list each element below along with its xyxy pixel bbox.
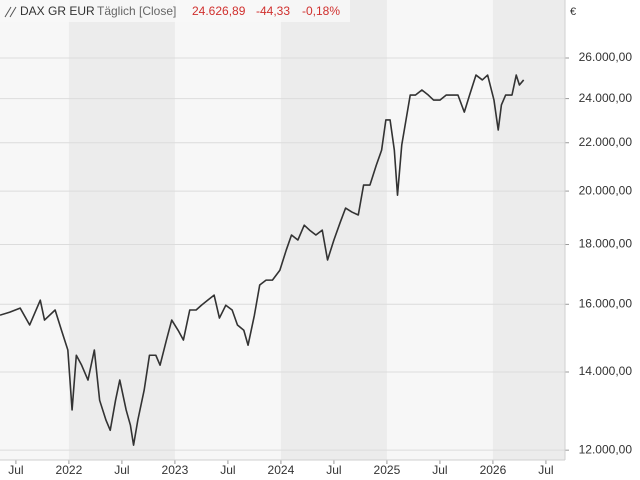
- year-band: [280, 0, 387, 460]
- x-tick-label: Jul: [326, 463, 341, 477]
- y-tick-label: 24.000,00: [579, 91, 633, 105]
- x-tick-label: Jul: [432, 463, 447, 477]
- chart-title: DAX GR EUR: [20, 4, 95, 18]
- last-value: 24.626,89: [192, 4, 246, 18]
- x-tick-label: Jul: [114, 463, 129, 477]
- y-tick-label: 20.000,00: [579, 183, 633, 197]
- x-tick-label: Jul: [8, 463, 23, 477]
- x-tick-label: 2023: [162, 463, 189, 477]
- change-percent: -0,18%: [302, 4, 340, 18]
- x-tick-label: 2026: [480, 463, 507, 477]
- change: -44,33: [256, 4, 290, 18]
- price-line: [0, 74, 525, 446]
- y-tick-label: 26.000,00: [579, 50, 633, 64]
- year-band: [492, 0, 565, 460]
- y-unit: €: [570, 6, 576, 18]
- y-tick-label: 12.000,00: [579, 442, 633, 456]
- x-tick-label: Jul: [220, 463, 235, 477]
- x-tick-label: 2022: [56, 463, 83, 477]
- y-tick-label: 16.000,00: [579, 296, 633, 310]
- header-background: [0, 0, 350, 22]
- y-tick-label: 14.000,00: [579, 364, 633, 378]
- y-tick-label: 22.000,00: [579, 135, 633, 149]
- year-band: [68, 0, 175, 460]
- x-tick-label: 2025: [374, 463, 401, 477]
- chart-subtitle: Täglich [Close]: [97, 4, 176, 18]
- x-tick-label: 2024: [268, 463, 295, 477]
- chart-icon: [4, 6, 17, 18]
- x-tick-label: Jul: [538, 463, 553, 477]
- y-tick-label: 18.000,00: [579, 237, 633, 251]
